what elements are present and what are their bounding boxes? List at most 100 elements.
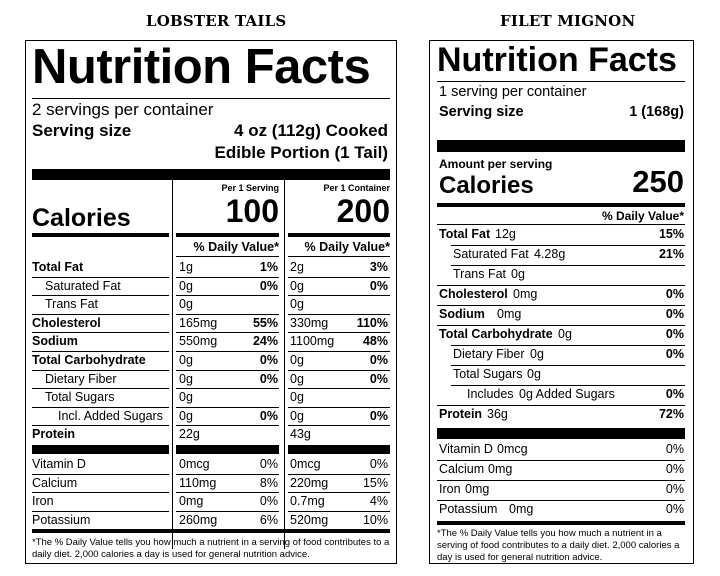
- row-divider: [176, 492, 279, 493]
- row-divider: [176, 511, 279, 512]
- filet-serving-size-label: Serving size: [439, 104, 524, 120]
- filet-nutrient-amount: 0g Added Sugars: [519, 387, 615, 401]
- filet-nutrient-amount: 0g: [530, 347, 544, 361]
- lobster-nutrient-label: Total Fat: [32, 260, 84, 274]
- row-divider: [32, 407, 169, 408]
- row-divider: [437, 405, 685, 406]
- filet-nutrient-dv: 72%: [658, 407, 684, 421]
- lobster-nutrient-dv-container: 3%: [369, 260, 388, 274]
- filet-vitamin-label: Potassium: [439, 502, 498, 516]
- filet-footnote: *The % Daily Value tells you how much a …: [437, 528, 680, 563]
- lobster-serving-size-value-1: 4 oz (112g) Cooked: [234, 121, 388, 140]
- filet-amount-label: Amount per serving: [439, 157, 553, 171]
- row-divider: [176, 295, 279, 296]
- lobster-calories-serving: 100: [225, 193, 279, 229]
- filet-nutrient-label: Includes: [467, 387, 514, 401]
- filet-caption: FILET MIGNON: [500, 12, 636, 30]
- lobster-nutrient-dv-serving: 0%: [259, 353, 278, 367]
- lobster-nutrient-dv-serving: 0%: [259, 409, 278, 423]
- lobster-nutrient-label: Total Carbohydrate: [32, 353, 146, 367]
- lobster-vitamin-amount-serving: 110mg: [179, 476, 217, 490]
- lobster-nutrient-amount-serving: 550mg: [179, 334, 218, 348]
- lobster-nutrient-amount-serving: 0g: [179, 279, 193, 293]
- lobster-col-header-container: Per 1 Container: [323, 183, 390, 193]
- lobster-dv-header-container: % Daily Value*: [304, 240, 390, 254]
- filet-nutrient-label: Trans Fat: [453, 267, 507, 281]
- lobster-vitamin-dv-container: 0%: [369, 457, 388, 471]
- filet-vitamin-amount: 0mcg: [497, 442, 528, 456]
- row-divider: [176, 388, 279, 389]
- lobster-nutrient-dv-serving: 55%: [252, 316, 278, 330]
- row-divider: [176, 332, 279, 333]
- filet-title: Nutrition Facts: [437, 41, 677, 79]
- row-divider: [451, 345, 685, 346]
- filet-nutrient-amount: 0mg: [497, 307, 522, 321]
- filet-nutrient-amount: 0g: [527, 367, 541, 381]
- lobster-nutrient-label: Saturated Fat: [45, 279, 121, 293]
- lobster-dv-header-serving: % Daily Value*: [193, 240, 279, 254]
- filet-nutrient-amount: 12g: [495, 227, 516, 241]
- lobster-nutrient-amount-serving: 0g: [179, 353, 193, 367]
- filet-nutrient-label: Saturated Fat: [453, 247, 529, 261]
- lobster-nutrient-amount-container: 0g: [290, 297, 304, 311]
- filet-nutrient-label: Total Sugars: [453, 367, 523, 381]
- lobster-serving-size-value-2: Edible Portion (1 Tail): [214, 143, 388, 162]
- filet-nutrient-dv: 15%: [658, 227, 684, 241]
- filet-nutrient-dv: 0%: [665, 307, 684, 321]
- row-divider: [32, 388, 169, 389]
- lobster-nutrient-amount-container: 2g: [290, 260, 304, 274]
- filet-nutrient-label: Total Carbohydrate: [439, 327, 553, 341]
- row-divider: [32, 314, 169, 315]
- filet-nutrient-label: Sodium: [439, 307, 485, 321]
- lobster-nutrient-amount-container: 0g: [290, 372, 304, 386]
- row-divider: [176, 474, 279, 475]
- lobster-vitamin-label: Potassium: [32, 513, 91, 527]
- filet-vitamin-label: Vitamin D: [439, 442, 493, 456]
- row-divider: [437, 460, 685, 461]
- lobster-nutrient-dv-container: 0%: [369, 353, 388, 367]
- row-divider: [288, 407, 390, 408]
- lobster-vitamin-amount-serving: 0mg: [179, 494, 204, 508]
- row-divider: [176, 370, 279, 371]
- lobster-vitamin-dv-serving: 8%: [259, 476, 278, 490]
- lobster-nutrient-amount-container: 1100mg: [290, 334, 335, 348]
- lobster-nutrient-label: Trans Fat: [45, 297, 99, 311]
- lobster-caption: LOBSTER TAILS: [146, 12, 287, 30]
- filet-nutrient-label: Cholesterol: [439, 287, 508, 301]
- filet-serving-size-value: 1 (168g): [629, 104, 684, 120]
- lobster-nutrient-amount-serving: 22g: [179, 427, 200, 441]
- row-divider: [32, 492, 169, 493]
- lobster-nutrient-dv-serving: 1%: [259, 260, 278, 274]
- lobster-nutrient-label: Dietary Fiber: [45, 372, 117, 386]
- row-divider: [32, 370, 169, 371]
- filet-calories-label: Calories: [439, 172, 534, 199]
- filet-nutrient-dv: 21%: [658, 247, 684, 261]
- row-divider: [32, 351, 169, 352]
- lobster-calories-container: 200: [336, 193, 390, 229]
- lobster-vitamin-amount-container: 0.7mg: [290, 494, 325, 508]
- lobster-nutrient-amount-serving: 0g: [179, 409, 193, 423]
- lobster-nutrient-dv-container: 110%: [356, 316, 388, 330]
- filet-nutrient-amount: 0g: [558, 327, 572, 341]
- lobster-nutrient-amount-container: 330mg: [290, 316, 329, 330]
- row-divider: [288, 474, 390, 475]
- lobster-servings: 2 servings per container: [32, 100, 214, 119]
- filet-nutrient-dv: 0%: [665, 387, 684, 401]
- lobster-title: Nutrition Facts: [32, 40, 371, 94]
- lobster-nutrient-amount-container: 0g: [290, 390, 304, 404]
- lobster-vitamin-dv-container: 10%: [362, 513, 388, 527]
- filet-vitamin-amount: 0mg: [465, 482, 490, 496]
- lobster-nutrient-dv-container: 0%: [369, 279, 388, 293]
- row-divider: [451, 385, 685, 386]
- lobster-vitamin-amount-container: 220mg: [290, 476, 329, 490]
- row-divider: [451, 245, 685, 246]
- row-divider: [288, 351, 390, 352]
- lobster-vitamin-dv-container: 4%: [369, 494, 388, 508]
- filet-vitamin-dv: 0%: [665, 442, 684, 456]
- lobster-nutrient-label: Sodium: [32, 334, 78, 348]
- filet-vitamin-dv: 0%: [665, 502, 684, 516]
- row-divider: [437, 325, 685, 326]
- row-divider: [288, 388, 390, 389]
- row-divider: [288, 425, 390, 426]
- filet-servings: 1 serving per container: [439, 84, 587, 100]
